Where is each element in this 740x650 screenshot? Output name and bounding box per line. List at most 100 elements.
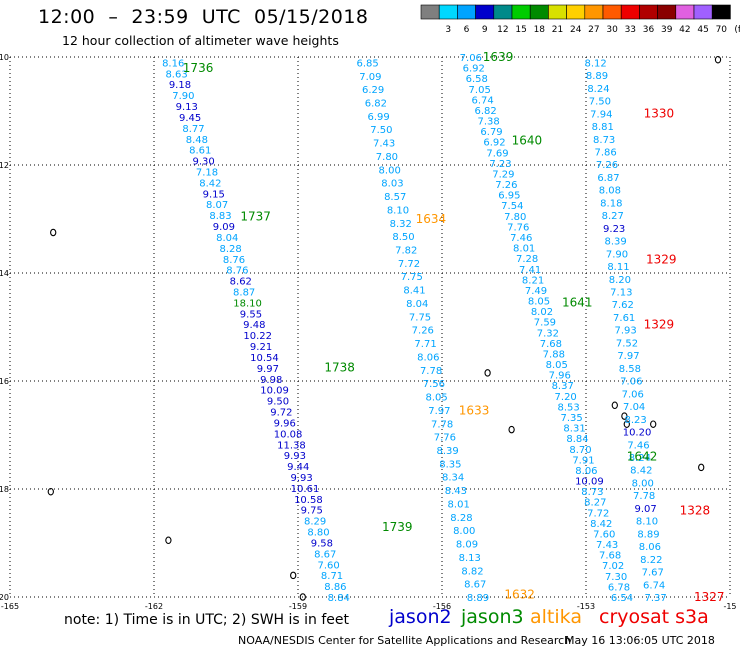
wave-height-value: 8.58 [619, 364, 641, 375]
wave-height-value: 8.08 [599, 186, 621, 197]
pass-time-labels: 1736 1737 1738 1739 1639 1640 1641 1642 1634 1633… [183, 50, 725, 604]
wave-height-value: 7.76 [434, 433, 456, 444]
wave-height-value: 7.43 [373, 139, 395, 150]
wave-height-value: 10.09 [260, 386, 289, 397]
island-outline [650, 420, 657, 428]
wave-height-value: 10.58 [294, 495, 323, 506]
wave-height-value: 8.42 [590, 519, 612, 530]
wave-height-value: 7.38 [477, 117, 499, 128]
wave-height-value: 10.08 [274, 429, 303, 440]
pass-time-label: 1738 [324, 361, 355, 375]
pass-time-label: 1736 [183, 61, 214, 75]
wave-height-value: 8.82 [461, 566, 483, 577]
wave-height-value: 7.23 [489, 159, 511, 170]
wave-height-value: 7.06 [622, 389, 644, 400]
wave-height-value: 7.72 [587, 508, 609, 519]
wave-height-value: 10.54 [250, 353, 279, 364]
wave-height-value: 7.61 [613, 313, 635, 324]
y-tick-label: -14 [0, 269, 9, 278]
wave-height-value: 8.04 [406, 299, 428, 310]
wave-height-value: 8.89 [467, 593, 489, 604]
wave-height-value: 7.02 [602, 561, 624, 572]
wave-height-value: 6.99 [368, 112, 390, 123]
wave-height-value: 9.48 [243, 320, 265, 331]
island-outline [165, 536, 172, 545]
wave-height-value: 7.30 [605, 572, 627, 583]
wave-height-value: 7.50 [589, 97, 611, 108]
wave-height-value: 8.39 [437, 446, 459, 457]
wave-height-value: 8.73 [593, 135, 615, 146]
wave-height-value: 7.90 [172, 91, 194, 102]
island-outlines [47, 55, 722, 601]
wave-height-value: 8.62 [230, 277, 252, 288]
x-tick-label: -162 [145, 602, 163, 611]
wave-height-value: 7.68 [599, 551, 621, 562]
wave-height-value: 7.13 [610, 288, 632, 299]
wave-height-value: 7.37 [644, 593, 666, 604]
wave-height-value: 8.29 [304, 517, 326, 528]
wave-height-value: 6.87 [597, 173, 619, 184]
wave-height-value: 8.11 [607, 262, 629, 273]
colorbar-tick-label: 45 [697, 25, 708, 35]
wave-height-value: 9.50 [267, 397, 289, 408]
wave-height-value: 6.85 [356, 58, 378, 69]
wave-height-value: 8.01 [448, 499, 470, 510]
pass-time-label: 1739 [382, 520, 413, 534]
wave-height-value: 7.05 [469, 85, 491, 96]
page-title: 12:00 – 23:59 UTC 05/15/2018 [38, 6, 369, 28]
colorbar-tick-label: 3 [445, 25, 451, 35]
colorbar-tick-label: 39 [661, 25, 673, 35]
colorbar-tick-label: 30 [606, 25, 618, 35]
island-outline [698, 463, 705, 472]
wave-height-value: 7.29 [492, 169, 514, 180]
wave-height-value: 8.28 [450, 513, 472, 524]
pass-time-label: 1329 [644, 317, 675, 331]
wave-height-value: 7.59 [534, 318, 556, 329]
legend-jason2: jason2 [389, 606, 452, 628]
wave-height-value: 9.58 [311, 538, 333, 549]
wave-height-value: 7.69 [486, 148, 508, 159]
pass-time-label: 1641 [562, 296, 593, 310]
wave-height-value: 8.06 [417, 352, 439, 363]
wave-height-value: 7.93 [614, 326, 636, 337]
wave-height-value: 7.06 [460, 53, 482, 64]
wave-height-value: 6.82 [474, 106, 496, 117]
wave-height-value: 10.20 [623, 428, 652, 439]
pass-time-label: 1330 [644, 107, 675, 121]
wave-height-value: 6.29 [362, 85, 384, 96]
wave-height-value: 8.34 [442, 473, 464, 484]
colorbar-swatch [711, 4, 731, 20]
wave-height-value: 7.04 [623, 402, 645, 413]
wave-height-value: 8.42 [199, 178, 221, 189]
wave-height-value: 7.67 [642, 568, 664, 579]
y-tick-label: -20 [0, 593, 9, 602]
page-subtitle: 12 hour collection of altimeter wave hei… [62, 33, 339, 48]
wave-height-value: 8.41 [403, 286, 425, 297]
wave-height-value: 8.07 [206, 200, 228, 211]
wave-height-value: 9.72 [270, 408, 292, 419]
wave-height-value: 6.58 [466, 74, 488, 85]
pass-time-label: 1328 [680, 504, 711, 518]
wave-height-value: 7.32 [537, 328, 559, 339]
wave-height-value: 6.78 [608, 582, 630, 593]
wave-height-value: 8.89 [586, 71, 608, 82]
pass-time-label: 1632 [504, 587, 535, 601]
wave-height-value: 18.10 [233, 298, 262, 309]
wave-height-value: 8.35 [439, 459, 461, 470]
x-tick-label: -156 [433, 602, 451, 611]
wave-height-value: 7.94 [590, 109, 612, 120]
colorbar-tick-label: 70 [716, 25, 728, 35]
wave-height-value: 9.13 [176, 102, 198, 113]
colorbar-tick-label: 36 [643, 25, 655, 35]
wave-height-value: 10.09 [575, 477, 604, 488]
wave-height-value: 7.09 [359, 72, 381, 83]
wave-height-value: 8.09 [456, 540, 478, 551]
legend-cryosat-s3a: cryosat s3a [599, 606, 709, 628]
wave-height-value: 8.20 [609, 275, 631, 286]
wave-height-value: 8.13 [459, 553, 481, 564]
wave-height-value: 8.10 [387, 205, 409, 216]
wave-height-value: 9.23 [603, 224, 625, 235]
y-tick-label: -18 [0, 485, 9, 494]
wave-height-value: 7.60 [318, 560, 340, 571]
